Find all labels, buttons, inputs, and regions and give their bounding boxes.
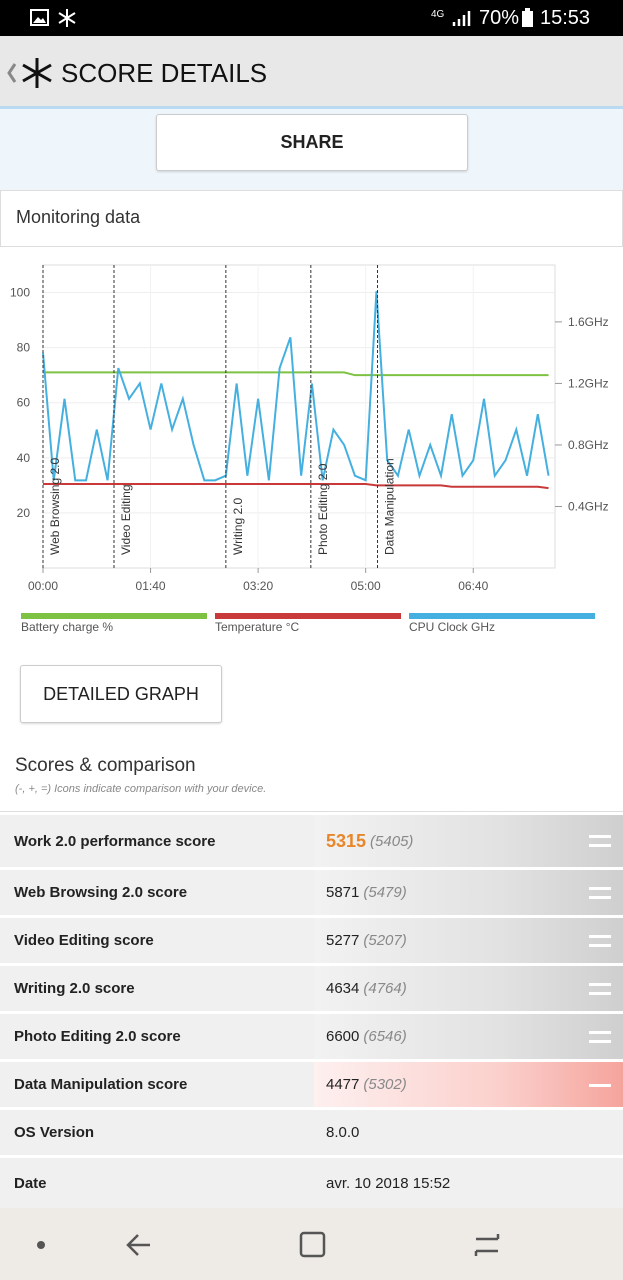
y-tick-label: 100 [10,286,30,300]
y2-tick-label: 1.2GHz [568,376,609,390]
segment-label: Data Manipulation [383,458,397,555]
score-label: Photo Editing 2.0 score [0,1014,314,1059]
equal-icon [589,835,611,847]
segment-label: Writing 2.0 [231,498,245,555]
score-row: Web Browsing 2.0 score 5871 (5479) [0,867,623,915]
score-value: 4634 [326,980,360,997]
score-row: Work 2.0 performance score 5315 (5405) [0,812,623,867]
info-label: Date [0,1158,314,1208]
share-button[interactable]: SHARE [156,114,468,171]
y-tick-label: 20 [17,506,31,520]
series-line [42,291,550,482]
score-value: 5871 [326,884,360,901]
scores-note: (-, +, =) Icons indicate comparison with… [15,783,267,795]
scores-title: Scores & comparison [15,755,196,776]
info-row: OS Version 8.0.0 [0,1107,623,1155]
score-value: 5277 [326,932,360,949]
score-comparison: (4764) [363,980,407,997]
score-comparison: (5302) [363,1076,407,1093]
legend-swatch [409,613,595,619]
signal [452,11,471,26]
equal-icon [589,1030,611,1043]
back-logo[interactable] [4,56,56,90]
monitoring-chart: 20 40 60 80 100 0.4GHz 0.8GHz 1.2GHz 1.6GHz 00:00… [10,264,609,634]
y2-tick-label: 1.6GHz [568,315,609,329]
divider [0,811,623,812]
score-comparison: (5207) [363,932,407,949]
nav-icons [37,1231,500,1258]
header: SCORE DETAILS [0,36,623,109]
info-value: avr. 10 2018 15:52 [326,1174,451,1192]
x-tick-label: 06:40 [458,579,488,593]
segment-label: Web Browsing 2.0 [48,458,62,555]
legend-swatch [21,613,207,619]
equal-icon [589,982,611,995]
battery-icon [522,8,533,27]
share-area: SHARE [0,109,623,190]
score-label: Data Manipulation score [0,1062,314,1107]
y-tick-label: 40 [17,451,31,465]
nav-bar [0,1208,623,1280]
legend-label: Temperature °C [215,620,299,634]
monitoring-header: Monitoring data [0,190,623,247]
score-comparison: (5405) [370,832,414,850]
score-value: 6600 [326,1028,360,1045]
score-label: Work 2.0 performance score [0,815,314,867]
segment-label: Video Editing [119,485,133,556]
score-label: Web Browsing 2.0 score [0,870,314,915]
score-row: Photo Editing 2.0 score 6600 (6546) [0,1011,623,1059]
equal-icon [589,886,611,899]
score-label: Writing 2.0 score [0,966,314,1011]
battery-text: 70% [479,7,520,29]
page-title: SCORE DETAILS [61,58,268,88]
x-tick-label: 05:00 [351,579,381,593]
y2-tick-label: 0.8GHz [568,438,609,452]
status-bar: 4G 70% 15:53 [0,0,623,36]
y-tick-label: 60 [17,396,31,410]
info-value: 8.0.0 [326,1124,360,1141]
score-value: 5315 [326,830,367,851]
clock: 15:53 [540,7,591,29]
info-label: OS Version [0,1110,314,1155]
score-row: Video Editing score 5277 (5207) [0,915,623,963]
series-line [43,482,549,490]
score-label: Video Editing score [0,918,314,963]
score-row: Writing 2.0 score 4634 (4764) [0,963,623,1011]
series-line [43,371,549,377]
legend-label: CPU Clock GHz [409,620,495,634]
info-row: Date avr. 10 2018 15:52 [0,1155,623,1208]
equal-icon [589,934,611,947]
legend-label: Battery charge % [21,620,113,634]
legend-swatch [215,613,401,619]
y2-tick-label: 0.4GHz [568,499,609,513]
detailed-graph-button[interactable]: DETAILED GRAPH [20,665,222,723]
minus-icon [589,1083,611,1087]
status-icons [30,9,76,27]
x-tick-label: 03:20 [243,579,273,593]
score-row: Data Manipulation score 4477 (5302) [0,1059,623,1107]
y-tick-label: 80 [17,341,31,355]
x-tick-label: 00:00 [28,579,58,593]
x-tick-label: 01:40 [136,579,166,593]
score-comparison: (5479) [363,884,407,901]
monitoring-title: Monitoring data [16,207,141,227]
score-value: 4477 [326,1076,360,1093]
score-comparison: (6546) [363,1028,407,1045]
segment-label: Photo Editing 2.0 [316,463,330,555]
network: 4G [431,9,445,20]
